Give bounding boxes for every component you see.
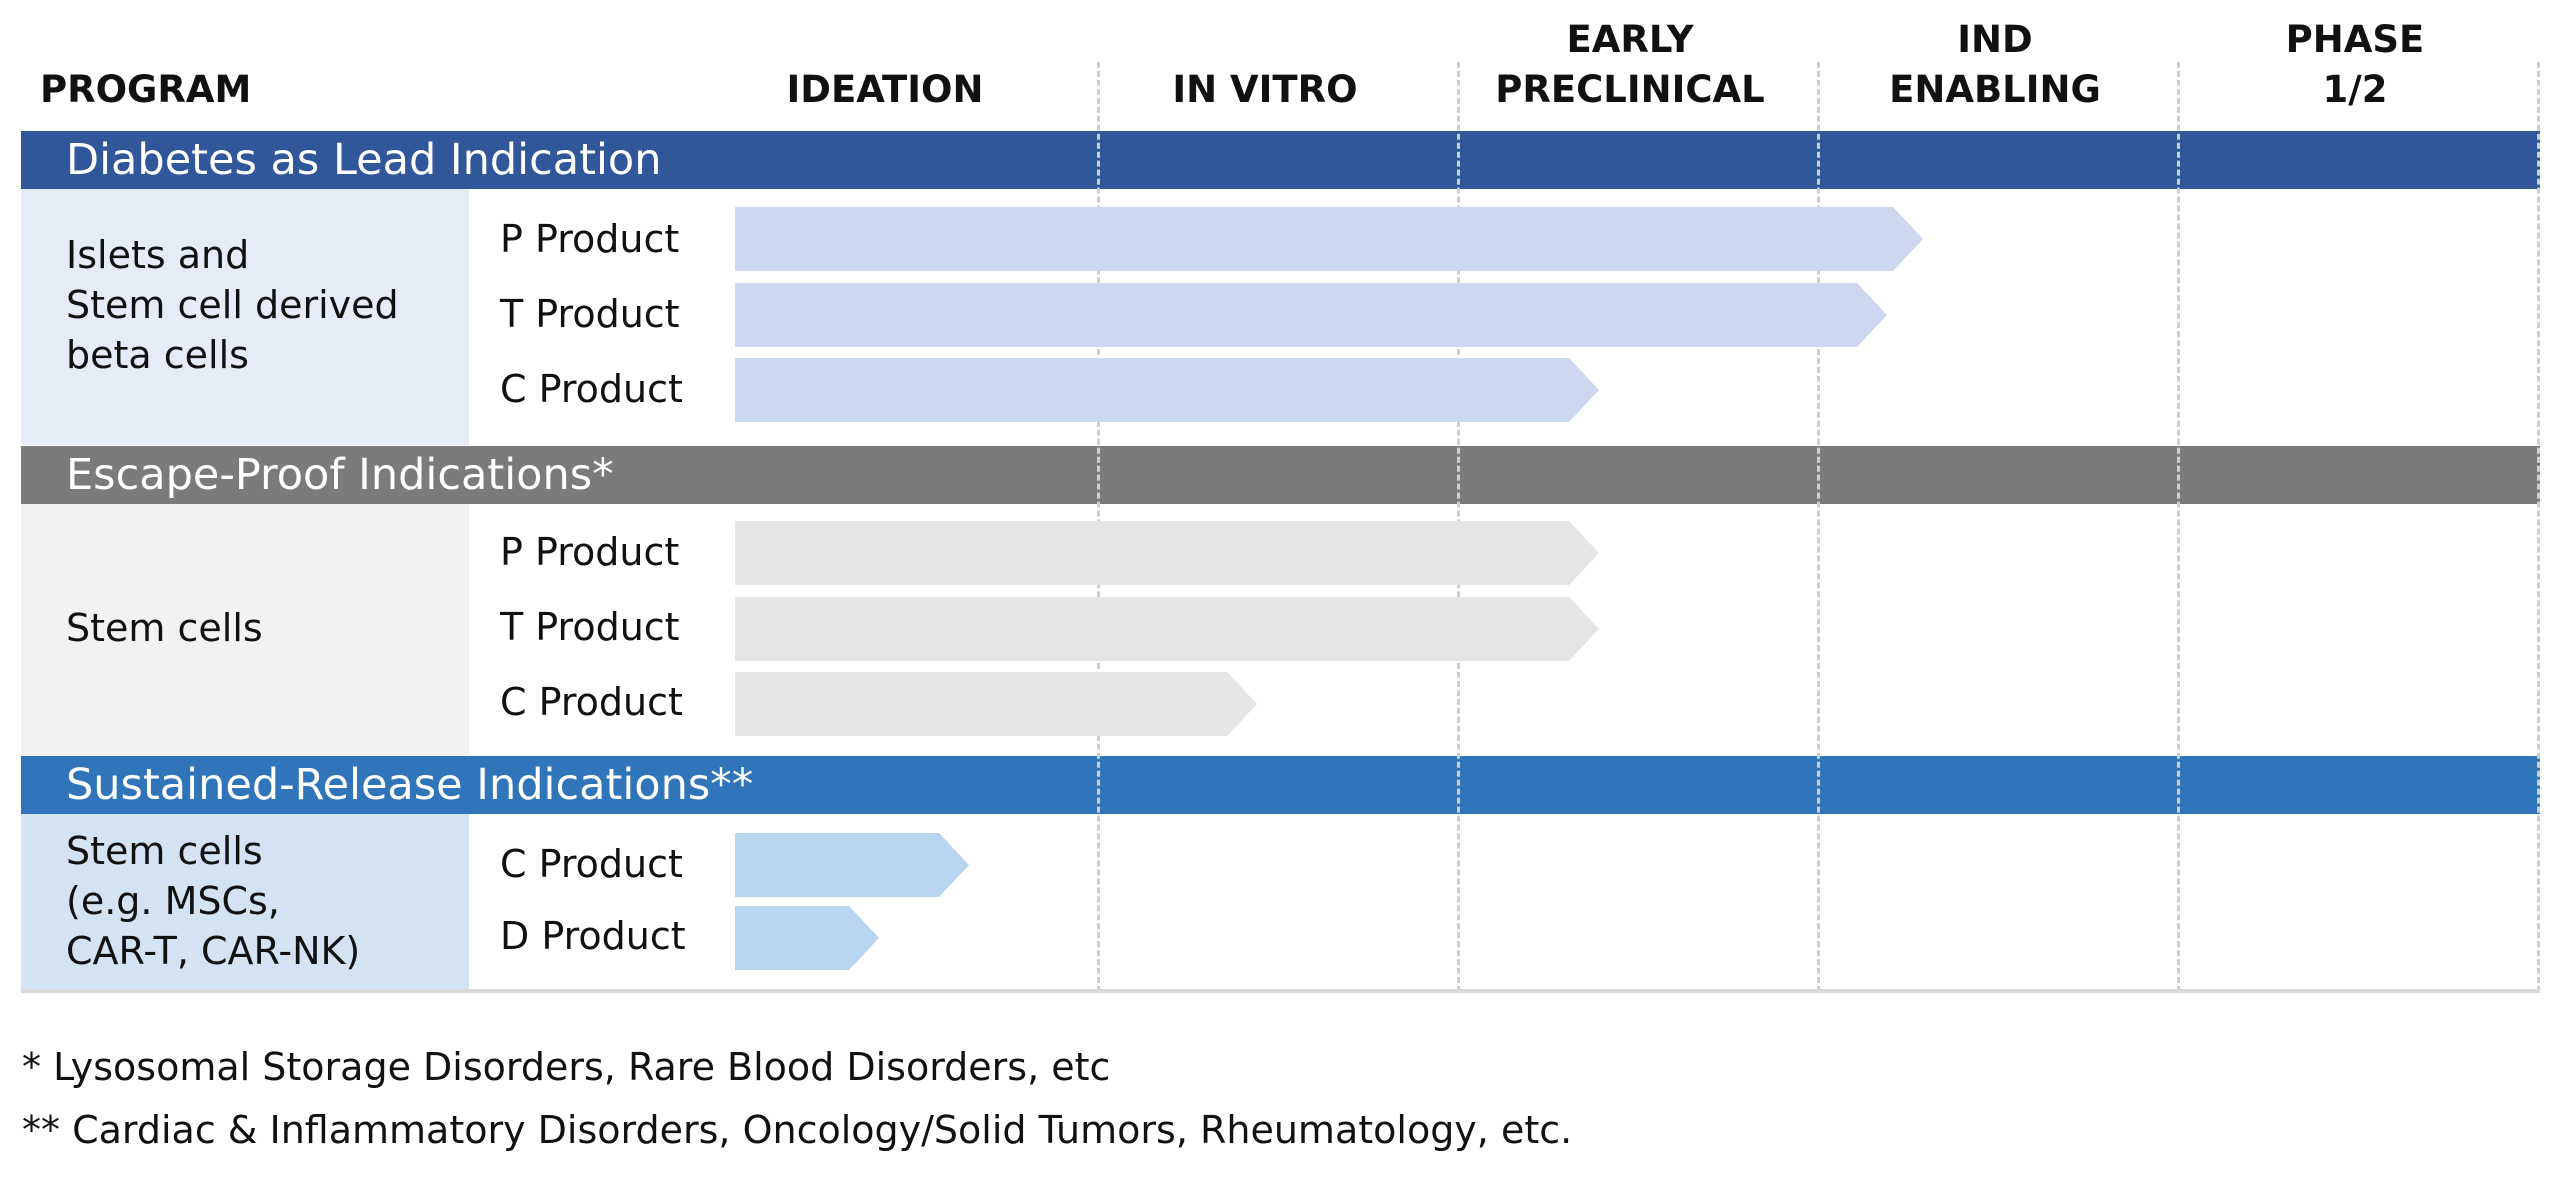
table-bottom-rule bbox=[21, 989, 2540, 993]
header-stage-phase-1-2: PHASE 1/2 bbox=[2285, 18, 2425, 111]
program-label-sustained-release: Stem cells (e.g. MSCs, CAR-T, CAR-NK) bbox=[66, 829, 361, 973]
program-label-escape-proof: Stem cells bbox=[66, 606, 263, 650]
progress-bar bbox=[735, 521, 1599, 585]
product-label: P Product bbox=[500, 217, 680, 261]
progress-bar bbox=[735, 833, 969, 897]
progress-bar bbox=[735, 597, 1599, 661]
product-label: C Product bbox=[500, 842, 683, 886]
progress-bar bbox=[735, 358, 1599, 422]
progress-bar bbox=[735, 906, 879, 970]
product-label: C Product bbox=[500, 680, 683, 724]
footnote: * Lysosomal Storage Disorders, Rare Bloo… bbox=[22, 1045, 1111, 1089]
program-label-diabetes: Islets and Stem cell derived beta cells bbox=[66, 233, 399, 377]
progress-bar bbox=[735, 672, 1257, 736]
program-cell-diabetes bbox=[21, 189, 469, 445]
header-stage-ideation: IDEATION bbox=[786, 68, 984, 111]
program-cell-escape-proof bbox=[21, 504, 469, 755]
product-label: C Product bbox=[500, 367, 683, 411]
stage-divider bbox=[1817, 62, 1820, 992]
section-band-sustained-release: Sustained-Release Indications** bbox=[21, 756, 2540, 814]
footnote: ** Cardiac & Inflammatory Disorders, Onc… bbox=[22, 1108, 1573, 1152]
product-label: T Product bbox=[500, 292, 680, 336]
header-program: PROGRAM bbox=[40, 68, 252, 111]
stage-divider bbox=[2537, 62, 2540, 992]
product-label: D Product bbox=[500, 914, 686, 958]
header-stage-in-vitro: IN VITRO bbox=[1172, 68, 1358, 111]
product-label: T Product bbox=[500, 605, 680, 649]
program-cell-sustained-release bbox=[21, 814, 469, 989]
section-band-escape-proof: Escape-Proof Indications* bbox=[21, 446, 2540, 504]
stage-divider bbox=[2177, 62, 2180, 992]
section-band-diabetes: Diabetes as Lead Indication bbox=[21, 131, 2540, 189]
product-label: P Product bbox=[500, 530, 680, 574]
progress-bar bbox=[735, 207, 1923, 271]
progress-bar bbox=[735, 283, 1887, 347]
header-stage-ind-enabling: IND ENABLING bbox=[1889, 18, 2101, 111]
header-stage-early-preclinical: EARLY PRECLINICAL bbox=[1495, 18, 1765, 111]
